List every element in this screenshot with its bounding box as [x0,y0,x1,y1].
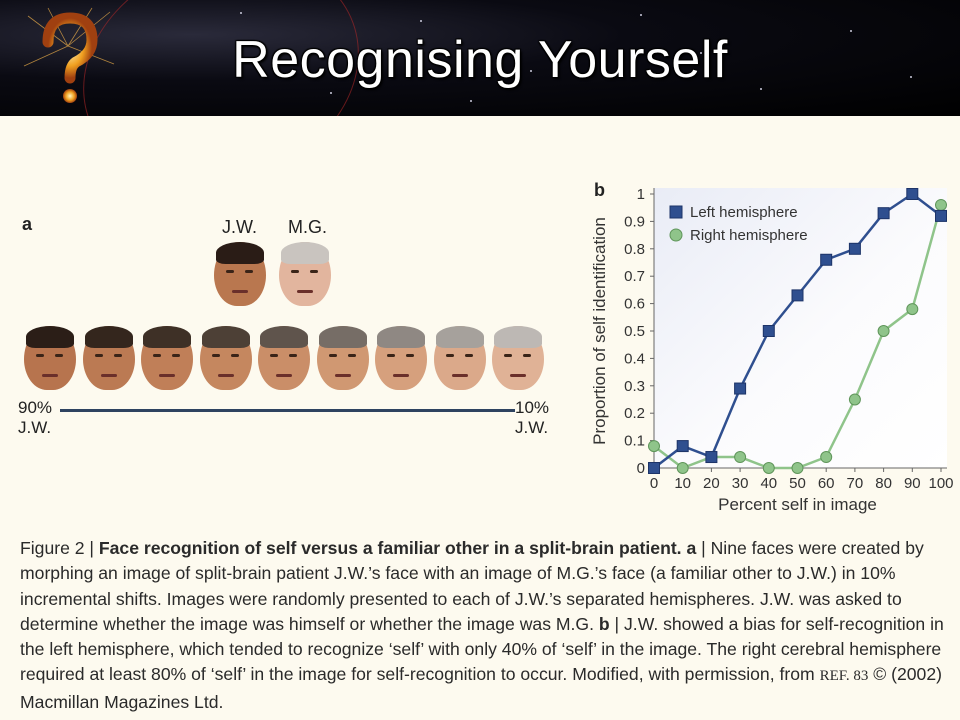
data-point-right-hemisphere [906,303,919,316]
y-axis-label: Proportion of self identification [590,217,609,445]
y-tick-label: 0.4 [624,350,645,367]
left-end-label: 90% J.W. [18,398,52,438]
y-tick-label: 0.7 [624,268,645,285]
y-tick-label: 1 [637,186,645,203]
data-point-left-hemisphere [877,207,890,220]
data-point-left-hemisphere [935,209,947,222]
panel-b-label: b [594,180,605,200]
x-tick-label: 80 [875,475,892,492]
data-point-left-hemisphere [676,440,689,453]
data-point-right-hemisphere [648,440,660,453]
x-tick-label: 90 [904,475,921,492]
x-tick-label: 30 [732,475,749,492]
y-tick-label: 0.9 [624,213,645,230]
data-point-right-hemisphere [820,451,833,464]
slide-header: Recognising Yourself [0,0,960,116]
data-point-left-hemisphere [906,188,919,200]
face-mg [279,242,331,306]
legend-label: Left hemisphere [690,204,798,221]
data-point-right-hemisphere [848,393,861,406]
x-tick-label: 70 [847,475,864,492]
morph-face [316,326,369,390]
self-identification-chart: 00.10.20.30.40.50.60.70.80.910 10 20 30 40 50… [590,186,954,514]
caption-figure-number: Figure 2 | [20,538,99,558]
morph-face [82,326,135,390]
y-tick-label: 0.5 [624,323,645,340]
legend-marker-right-hemisphere [669,228,683,242]
y-tick-label: 0.6 [624,296,645,313]
y-tick-label: 0.2 [624,405,645,422]
right-end-name: J.W. [515,418,549,437]
caption-title: Face recognition of self versus a famili… [98,538,697,558]
data-point-right-hemisphere [877,325,890,337]
x-axis-label: Percent self in image [718,495,877,514]
caption-b-marker: b [598,613,610,634]
question-mark-sparkler-icon [23,7,115,103]
morph-face [433,326,486,390]
data-point-left-hemisphere [791,289,804,302]
legend-label: Right hemisphere [690,227,808,244]
caption-copyright: © (2002) Macmillan Magazines Ltd. [20,664,942,712]
morph-face [24,326,76,390]
left-end-name: J.W. [18,418,52,437]
left-end-percent: 90% [18,398,53,417]
morph-face [199,326,252,390]
morph-face [258,326,310,390]
morph-face [141,326,193,390]
data-point-right-hemisphere [734,451,747,464]
x-tick-label: 20 [703,475,720,492]
data-point-left-hemisphere [820,253,833,266]
x-tick-label: 0 [650,475,658,492]
caption-part-a-text: | Nine faces were created by morphing an… [20,538,924,634]
data-point-left-hemisphere [734,382,747,395]
x-tick-label: 40 [760,475,777,492]
data-point-right-hemisphere [676,462,689,474]
top-face-label-jw: J.W. [222,217,257,237]
right-end-percent: 10% [515,398,550,417]
data-point-right-hemisphere [935,198,947,211]
y-tick-label: 0.3 [624,378,645,395]
plot-area [654,188,947,468]
caption-part-b-text: | J.W. showed a bias for self-recognitio… [20,613,944,685]
figure-caption: Figure 2 | Face recognition of self vers… [20,536,950,715]
data-point-left-hemisphere [848,242,861,255]
y-tick-label: 0.1 [624,433,645,450]
panel-a-label: a [22,214,33,234]
data-point-right-hemisphere [762,462,775,474]
y-tick-label: 0.8 [624,241,645,258]
data-point-left-hemisphere [648,462,660,474]
caption-reference: REF. 83 [819,668,869,685]
x-tick-label: 50 [789,475,806,492]
x-tick-label: 100 [928,475,953,492]
x-tick-label: 60 [818,475,835,492]
top-face-label-mg: M.G. [288,217,327,237]
face-jw [214,242,266,306]
right-end-label: 10% J.W. [515,398,549,438]
data-point-left-hemisphere [705,451,718,464]
data-point-left-hemisphere [762,325,775,337]
slide-title: Recognising Yourself [232,31,728,89]
data-point-right-hemisphere [791,462,804,474]
x-tick-label: 10 [674,475,691,492]
legend-marker-left-hemisphere [669,205,683,219]
morph-face [492,326,544,390]
y-tick-label: 0 [637,460,645,477]
morph-face [375,326,427,390]
morph-scale-line [60,409,515,412]
